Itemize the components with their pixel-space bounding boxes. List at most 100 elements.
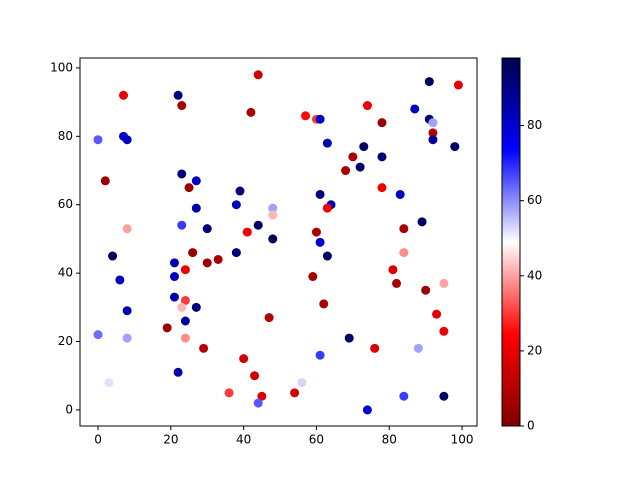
y-tick-label: 40 [58, 266, 73, 280]
point [122, 306, 132, 316]
point [377, 118, 387, 128]
point [202, 224, 212, 234]
point [439, 391, 449, 401]
point [362, 101, 372, 111]
point [173, 367, 183, 377]
point [235, 186, 245, 196]
point [344, 333, 354, 343]
point [180, 333, 190, 343]
point [432, 309, 442, 319]
point [315, 237, 325, 247]
point [399, 391, 409, 401]
colorbar-tick-label: 40 [527, 268, 542, 282]
point [108, 251, 118, 261]
point [231, 248, 241, 258]
y-tick-label: 60 [58, 197, 73, 211]
point [191, 203, 201, 213]
point [428, 128, 438, 138]
y-tick-label: 100 [50, 60, 73, 74]
point [115, 275, 125, 285]
point [177, 101, 187, 111]
point [322, 251, 332, 261]
point [453, 80, 463, 90]
point [177, 302, 187, 312]
point [177, 220, 187, 230]
colorbar [501, 57, 521, 427]
point [122, 224, 132, 234]
point [239, 354, 249, 364]
point [191, 176, 201, 186]
point [224, 388, 234, 398]
point [322, 138, 332, 148]
point [162, 323, 172, 333]
point [119, 90, 129, 100]
point [428, 118, 438, 128]
point [392, 278, 402, 288]
point [93, 330, 103, 340]
point [439, 326, 449, 336]
point [322, 203, 332, 213]
plot-area [93, 70, 463, 415]
point [169, 292, 179, 302]
point [169, 272, 179, 282]
point [315, 189, 325, 199]
point [191, 302, 201, 312]
point [122, 135, 132, 145]
point [253, 398, 263, 408]
x-tick-label: 60 [309, 433, 324, 447]
point [399, 248, 409, 258]
point [264, 313, 274, 323]
point [169, 258, 179, 268]
x-tick-label: 40 [236, 433, 251, 447]
x-tick-label: 80 [382, 433, 397, 447]
point [395, 189, 405, 199]
point [428, 135, 438, 145]
point [417, 217, 427, 227]
colorbar-tick-label: 20 [527, 343, 542, 357]
point [173, 90, 183, 100]
y-tick-label: 80 [58, 129, 73, 143]
point [348, 152, 358, 162]
point [231, 200, 241, 210]
point [177, 169, 187, 179]
point [359, 142, 369, 152]
point [184, 183, 194, 193]
point [122, 333, 132, 343]
point [370, 343, 380, 353]
point [180, 265, 190, 275]
point [301, 111, 311, 121]
point [308, 272, 318, 282]
point [421, 285, 431, 295]
point [311, 227, 321, 237]
point [399, 224, 409, 234]
point [199, 343, 209, 353]
point [268, 234, 278, 244]
colorbar-tick-label: 0 [527, 419, 535, 433]
x-tick-label: 100 [451, 433, 474, 447]
colorbar-tick-label: 60 [527, 193, 542, 207]
point [268, 210, 278, 220]
point [268, 203, 278, 213]
point [202, 258, 212, 268]
point [450, 142, 460, 152]
point [180, 295, 190, 305]
point [180, 316, 190, 326]
point [104, 378, 114, 388]
point [377, 152, 387, 162]
point [257, 391, 267, 401]
point [100, 176, 110, 186]
point [439, 278, 449, 288]
point [413, 343, 423, 353]
y-tick-label: 20 [58, 334, 73, 348]
point [253, 220, 263, 230]
point [315, 350, 325, 360]
point [341, 166, 351, 176]
point [250, 371, 260, 381]
point [213, 254, 223, 264]
colorbar-tick-label: 80 [527, 118, 542, 132]
point [319, 299, 329, 309]
point [242, 227, 252, 237]
axes-frame [79, 57, 478, 427]
point [362, 405, 372, 415]
